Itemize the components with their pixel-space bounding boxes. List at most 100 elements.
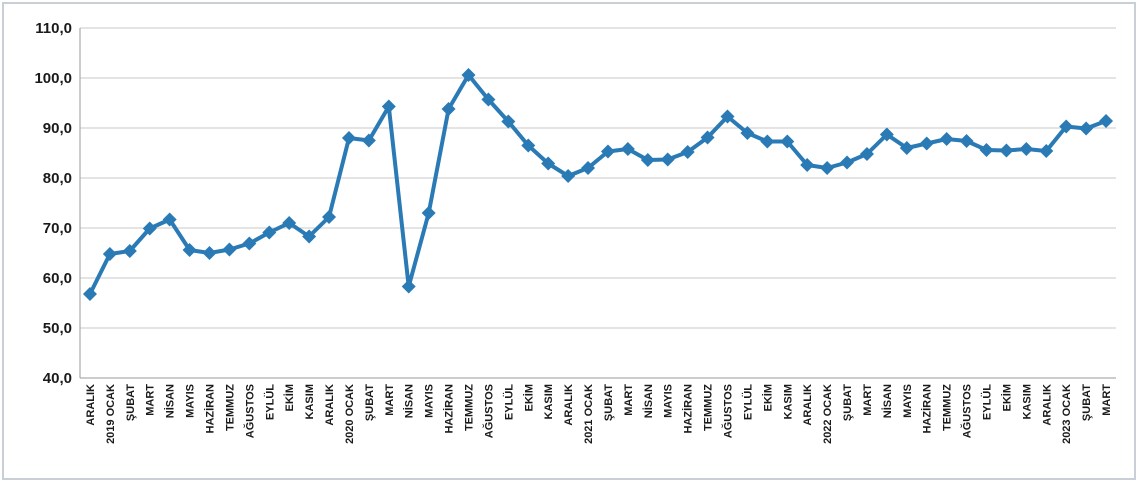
data-point-marker [122,244,137,258]
x-tick-label: HAZİRAN [921,384,934,434]
data-point-marker [780,134,795,149]
x-tick-label: EKİM [761,384,774,412]
data-point-marker [82,287,97,301]
x-tick-label: NİSAN [403,384,416,418]
x-tick-label: TEMMUZ [703,384,715,431]
x-tick-label: EKİM [283,384,296,412]
x-tick-label: MAYIS [185,384,197,418]
y-tick-label: 60,0 [43,270,72,287]
x-tick-label: KASIM [782,384,794,419]
data-point-marker [859,147,874,161]
x-tick-label: MART [623,384,635,416]
data-point-marker [840,155,855,170]
y-axis-tick-labels: 40,0 50,0 60,0 70,0 80,0 90,0 100,0 110,0 [34,20,72,387]
x-tick-label: AĞUSTOS [482,384,495,438]
x-tick-label: NİSAN [164,384,177,418]
data-point-marker [959,134,974,148]
data-point-marker [162,212,177,227]
data-point-marker [899,141,914,155]
data-point-marker [182,243,197,257]
x-tick-label: MAYIS [663,384,675,418]
data-point-marker [1059,119,1074,134]
data-point-marker [441,102,456,116]
data-point-marker [421,206,436,220]
x-tick-label: EYLÜL [502,384,515,420]
x-tick-label: 2023 OCAK [1061,384,1073,444]
y-tick-label: 110,0 [35,20,72,37]
x-tick-label: ŞUBAT [364,384,376,421]
data-point-marker [820,161,835,175]
data-point-marker [242,236,257,251]
y-tick-label: 80,0 [43,170,72,187]
data-point-marker [401,279,416,294]
x-tick-label: AĞUSTOS [961,384,974,438]
data-point-marker [700,130,715,145]
data-point-marker [222,242,237,257]
data-point-marker [521,138,536,153]
data-point-marker [322,210,337,224]
x-tick-label: NİSAN [642,384,655,418]
x-tick-label: 2021 OCAK [583,384,595,444]
y-tick-label: 70,0 [43,220,72,237]
data-point-marker [660,152,675,167]
data-point-marker [1039,144,1054,158]
data-point-marker [800,158,815,172]
x-tick-label: 2019 OCAK [105,384,117,444]
x-tick-label: ŞUBAT [842,384,854,421]
data-point-marker [481,92,496,107]
x-tick-label: ARALIK [324,384,336,426]
x-tick-label: EYLÜL [741,384,754,420]
data-point-marker [1099,114,1114,128]
x-tick-label: KASIM [1021,384,1033,419]
data-point-marker [720,109,735,124]
x-tick-label: AĞUSTOS [243,384,256,438]
data-point-marker [262,225,277,240]
series-line [88,73,1108,296]
data-point-marker [461,68,476,82]
x-tick-label: ARALIK [1041,384,1053,426]
x-tick-label: 2020 OCAK [344,384,356,444]
data-point-marker [561,169,576,183]
data-point-marker [939,132,954,146]
data-point-marker [581,161,596,175]
x-tick-label: MART [145,384,157,416]
x-tick-label: EKİM [522,384,535,412]
data-point-marker [302,229,317,244]
data-point-marker [501,114,516,129]
x-tick-label: EYLÜL [981,384,994,420]
data-point-marker [1079,121,1094,136]
data-point-marker [202,246,217,260]
x-tick-label: ŞUBAT [603,384,615,421]
y-tick-label: 50,0 [43,320,72,337]
data-point-marker [919,136,934,151]
x-tick-label: MAYIS [902,384,914,418]
x-tick-label: HAZİRAN [682,384,695,434]
data-point-marker [361,133,376,148]
data-point-marker [541,156,556,171]
series-layer [82,68,1114,301]
x-tick-label: 2022 OCAK [822,384,834,444]
y-tick-label: 40,0 [43,370,72,387]
x-tick-label: EYLÜL [263,384,276,420]
data-point-marker [999,143,1014,158]
data-point-marker [680,145,695,159]
x-tick-label: ŞUBAT [125,384,137,421]
x-tick-label: KASIM [304,384,316,419]
data-point-marker [979,143,994,157]
x-tick-label: ARALIK [563,384,575,426]
x-tick-label: AĞUSTOS [722,384,735,438]
data-point-marker [640,153,655,167]
x-tick-label: EKİM [1000,384,1013,412]
data-point-marker [740,126,755,140]
x-tick-label: KASIM [543,384,555,419]
data-point-marker [760,134,775,149]
x-tick-label: MART [1101,384,1113,416]
data-point-marker [620,142,635,156]
data-point-marker [381,99,396,114]
x-tick-label: NİSAN [881,384,894,418]
x-tick-label: MART [862,384,874,416]
data-point-marker [102,247,117,261]
x-tick-label: HAZİRAN [204,384,217,434]
x-tick-label: TEMMUZ [224,384,236,431]
